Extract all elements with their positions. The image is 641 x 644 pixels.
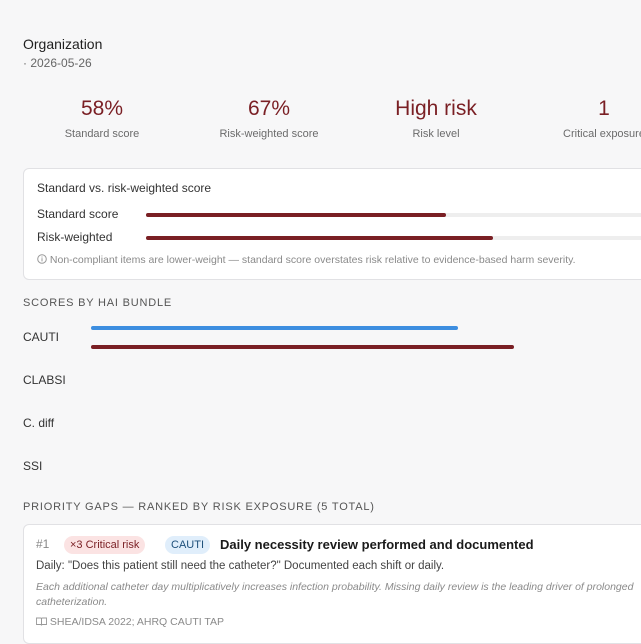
- metric-value: High risk: [395, 97, 477, 120]
- score-comparison-card: Standard vs. risk-weighted score Standar…: [23, 168, 641, 280]
- critical-risk-badge: ×3 Critical risk: [64, 536, 146, 554]
- gap-reference: SHEA/IDSA 2022; AHRQ CAUTI TAP: [36, 616, 224, 628]
- bundle-label-ssi[interactable]: SSI: [23, 459, 43, 473]
- metric-label: Standard score: [64, 128, 140, 140]
- risk-weighted-track: [146, 236, 641, 240]
- metric-label: Risk level: [412, 128, 460, 140]
- metric-standard-score: 58% Standard score: [12, 97, 192, 140]
- bundle-label-cdiff[interactable]: C. diff: [23, 416, 55, 430]
- priority-gaps-header: PRIORITY GAPS — RANKED BY RISK EXPOSURE …: [23, 501, 375, 513]
- bundle-label-clabsi[interactable]: CLABSI: [23, 373, 66, 387]
- standard-score-label: Standard score: [37, 207, 119, 221]
- standard-score-bar: [146, 213, 447, 217]
- reference-text: SHEA/IDSA 2022; AHRQ CAUTI TAP: [49, 616, 225, 628]
- comparison-note: Non-compliant items are lower-weight — s…: [37, 254, 576, 266]
- note-text: Non-compliant items are lower-weight — s…: [49, 254, 576, 266]
- gap-card[interactable]: #1 ×3 Critical risk CAUTI Daily necessit…: [23, 524, 641, 644]
- metric-label: Critical exposure: [563, 128, 641, 140]
- card-title: Standard vs. risk-weighted score: [37, 181, 212, 195]
- metric-risk-level: High risk Risk level: [346, 97, 526, 140]
- metric-value: 67%: [247, 97, 291, 120]
- org-name: Organization: [23, 36, 103, 52]
- metric-value: 58%: [80, 97, 124, 120]
- metric-label: Risk-weighted score: [219, 128, 319, 140]
- metric-critical-exposure: 1 Critical exposure: [514, 97, 641, 140]
- info-icon: [37, 254, 47, 264]
- gap-title: Daily necessity review performed and doc…: [220, 537, 534, 552]
- risk-weighted-label: Risk-weighted: [37, 230, 113, 244]
- gap-description: Daily: "Does this patient still need the…: [36, 560, 445, 572]
- metric-value: 1: [598, 97, 610, 120]
- bundle-badge: CAUTI: [165, 536, 210, 554]
- gap-rationale: Each additional catheter day multiplicat…: [36, 581, 634, 608]
- bundle-label-cauti[interactable]: CAUTI: [23, 330, 59, 344]
- gap-rank: #1: [36, 537, 50, 551]
- cauti-standard-bar: [91, 326, 458, 330]
- book-icon: [36, 617, 47, 626]
- cauti-weighted-bar: [91, 345, 515, 349]
- report-date: · 2026-05-26: [23, 56, 92, 70]
- bundle-section-header: SCORES BY HAI BUNDLE: [23, 297, 173, 309]
- standard-score-track: [146, 213, 641, 217]
- risk-weighted-bar: [146, 236, 494, 240]
- metric-risk-weighted-score: 67% Risk-weighted score: [179, 97, 359, 140]
